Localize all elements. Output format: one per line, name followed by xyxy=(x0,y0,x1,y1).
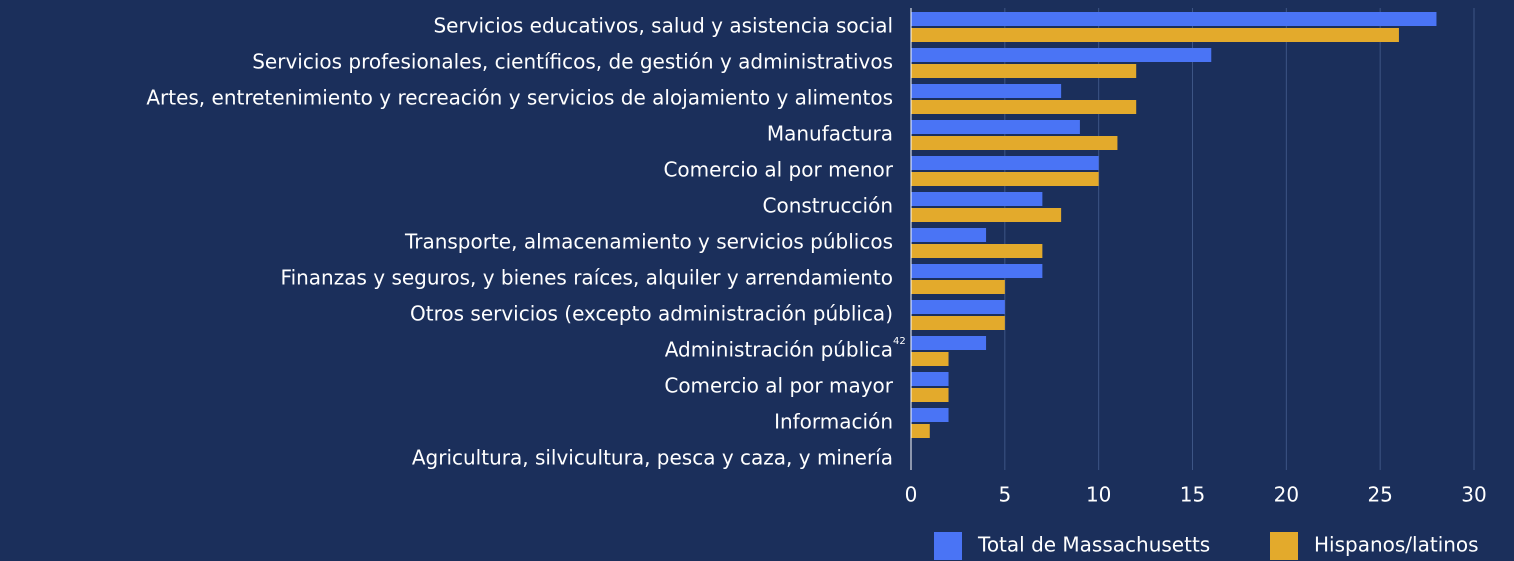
bar xyxy=(911,156,1099,170)
bar xyxy=(911,64,1137,78)
x-tick-label: 20 xyxy=(1274,483,1299,507)
bar xyxy=(911,208,1062,222)
bar xyxy=(911,192,1043,206)
bar xyxy=(911,264,1043,278)
bar xyxy=(911,48,1212,62)
bar xyxy=(911,12,1437,26)
bar xyxy=(911,372,949,386)
bar xyxy=(911,316,1005,330)
legend-swatch xyxy=(1270,532,1298,560)
y-tick-label: Administración pública xyxy=(665,338,893,362)
bar xyxy=(911,120,1080,134)
y-tick-label: Información xyxy=(774,410,893,434)
y-tick-label: Agricultura, silvicultura, pesca y caza,… xyxy=(412,446,893,470)
bar xyxy=(911,408,949,422)
footnote-marker: 42 xyxy=(893,336,906,347)
y-tick-label: Manufactura xyxy=(767,122,893,146)
bar xyxy=(911,352,949,366)
y-tick-label: Transporte, almacenamiento y servicios p… xyxy=(404,230,893,254)
bar xyxy=(911,136,1118,150)
bar xyxy=(911,424,930,438)
bar xyxy=(911,300,1005,314)
bar xyxy=(911,228,987,242)
bar xyxy=(911,244,1043,258)
x-tick-label: 25 xyxy=(1367,483,1392,507)
y-tick-label: Construcción xyxy=(763,194,894,218)
x-tick-label: 0 xyxy=(905,483,918,507)
y-tick-label: Servicios educativos, salud y asistencia… xyxy=(433,14,893,38)
bar xyxy=(911,84,1062,98)
bar xyxy=(911,28,1399,42)
bar xyxy=(911,388,949,402)
y-tick-label: Finanzas y seguros, y bienes raíces, alq… xyxy=(281,266,893,290)
x-tick-label: 10 xyxy=(1086,483,1111,507)
y-tick-label: Otros servicios (excepto administración … xyxy=(410,302,893,326)
bar xyxy=(911,336,987,350)
bar xyxy=(911,280,1005,294)
bar xyxy=(911,172,1099,186)
bar xyxy=(911,100,1137,114)
y-tick-label: Comercio al por menor xyxy=(663,158,893,182)
legend-swatch xyxy=(934,532,962,560)
x-tick-label: 30 xyxy=(1461,483,1486,507)
y-tick-label: Artes, entretenimiento y recreación y se… xyxy=(146,86,893,110)
legend-label: Total de Massachusetts xyxy=(977,533,1210,557)
x-tick-label: 5 xyxy=(998,483,1011,507)
y-tick-label: Servicios profesionales, científicos, de… xyxy=(252,50,893,74)
y-tick-label: Comercio al por mayor xyxy=(664,374,893,398)
legend-label: Hispanos/latinos xyxy=(1314,533,1479,557)
x-tick-label: 15 xyxy=(1180,483,1205,507)
